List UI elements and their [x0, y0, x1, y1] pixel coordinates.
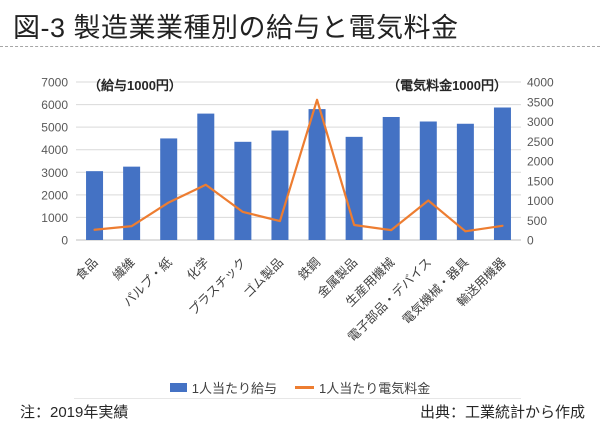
chart-bottom-rule	[74, 398, 521, 399]
legend-label-electricity: 1人当たり電気料金	[319, 381, 431, 396]
right-axis-tick: 2000	[527, 155, 554, 169]
bar-ゴム製品	[271, 130, 289, 240]
left-axis-tick: 3000	[41, 166, 68, 180]
left-axis-tick: 1000	[41, 211, 68, 225]
category-label: 繊維	[109, 255, 137, 283]
right-axis-title: （電気料金1000円）	[387, 78, 507, 93]
electricity-line	[93, 98, 504, 233]
electricity-line-swatch-icon	[295, 386, 314, 389]
legend-item-salary: 1人当たり給与	[169, 378, 277, 397]
bar-生産用機械	[382, 116, 400, 240]
category-label: 化学	[184, 255, 212, 283]
salary-bar-swatch-icon	[169, 383, 187, 392]
note-left: 注：2019年実績	[20, 404, 129, 421]
note-right: 出典：工業統計から作成	[419, 404, 585, 421]
category-label: 食品	[72, 255, 100, 283]
bar-パルプ・紙	[160, 138, 178, 240]
left-axis-tick: 0	[61, 234, 68, 248]
right-axis-tick: 3000	[527, 115, 554, 129]
right-axis-tick: 1500	[527, 174, 554, 188]
bar-鉄鋼	[308, 109, 326, 240]
category-label: ゴム製品	[240, 255, 286, 301]
left-axis-tick: 7000	[41, 76, 68, 90]
bar-輸送用機器	[493, 107, 511, 241]
bar-食品	[86, 171, 104, 240]
footnotes: 注：2019年実績 出典：工業統計から作成	[20, 401, 585, 422]
legend-item-electricity: 1人当たり電気料金	[295, 378, 430, 397]
page-title: 図-3 製造業業種別の給与と電気料金	[13, 13, 459, 43]
bar-プラスチック	[234, 141, 252, 240]
category-label: 電気機械・器具	[399, 254, 472, 327]
right-axis-tick: 500	[527, 214, 547, 228]
bar-電気機械・器具	[456, 123, 474, 240]
bar-繊維	[123, 166, 141, 240]
left-axis-tick: 5000	[41, 121, 68, 135]
left-axis-tick: 4000	[41, 143, 68, 157]
right-axis-tick: 3500	[527, 95, 554, 109]
chart-svg: 7000600050004000300020001000040003500300…	[41, 76, 554, 345]
right-axis-tick: 4000	[527, 76, 554, 90]
left-axis-title: （給与1000円）	[88, 78, 182, 93]
right-axis-tick: 1000	[527, 194, 554, 208]
bar-電子部品・デバイス	[419, 121, 437, 240]
bar-化学	[197, 113, 215, 240]
left-axis-tick: 6000	[41, 98, 68, 112]
legend-label-salary: 1人当たり給与	[191, 381, 277, 396]
category-label: 鉄鋼	[295, 255, 323, 283]
right-axis-tick: 2500	[527, 135, 554, 149]
left-axis-tick: 2000	[41, 188, 68, 202]
title-underline	[0, 46, 600, 47]
chart-legend: 1人当たり給与 1人当たり電気料金	[0, 378, 600, 397]
right-axis-tick: 0	[527, 234, 534, 248]
